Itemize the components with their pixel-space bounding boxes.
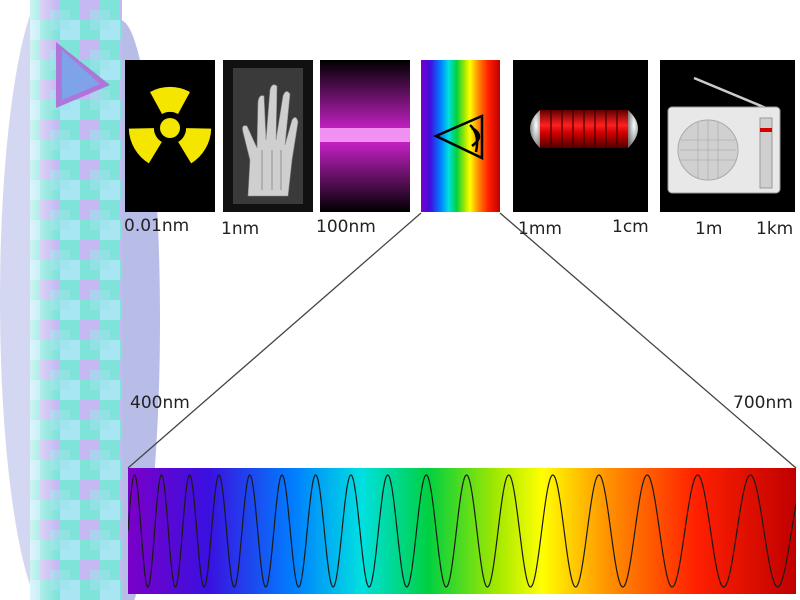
microwave-panel [513, 60, 648, 212]
xray-panel [223, 60, 313, 212]
zoom-line-left [127, 212, 422, 469]
radiation-icon [128, 86, 212, 164]
label-xray: 1nm [221, 219, 260, 239]
label-gamma: 0.01nm [124, 216, 190, 236]
label-microwave-end: 1cm [612, 217, 649, 237]
eye-icon [432, 114, 484, 160]
uv-lamp-icon [320, 128, 410, 142]
label-radio-start: 1m [695, 219, 723, 239]
radio-icon [667, 76, 781, 194]
label-visible-start: 400nm [130, 393, 190, 413]
wave-line [128, 474, 796, 588]
label-radio-end: 1km [756, 219, 794, 239]
visible-light-panel [421, 60, 500, 212]
gamma-ray-panel [125, 60, 215, 212]
xray-hand-icon [242, 84, 299, 197]
ultraviolet-panel [320, 60, 410, 212]
radio-panel [660, 60, 795, 212]
label-microwave-start: 1mm [518, 219, 562, 239]
label-uv: 100nm [316, 217, 376, 237]
visible-spectrum-band [128, 468, 796, 594]
microwave-tube-icon [530, 110, 638, 148]
label-visible-end: 700nm [733, 393, 793, 413]
zoom-line-right [499, 212, 797, 469]
